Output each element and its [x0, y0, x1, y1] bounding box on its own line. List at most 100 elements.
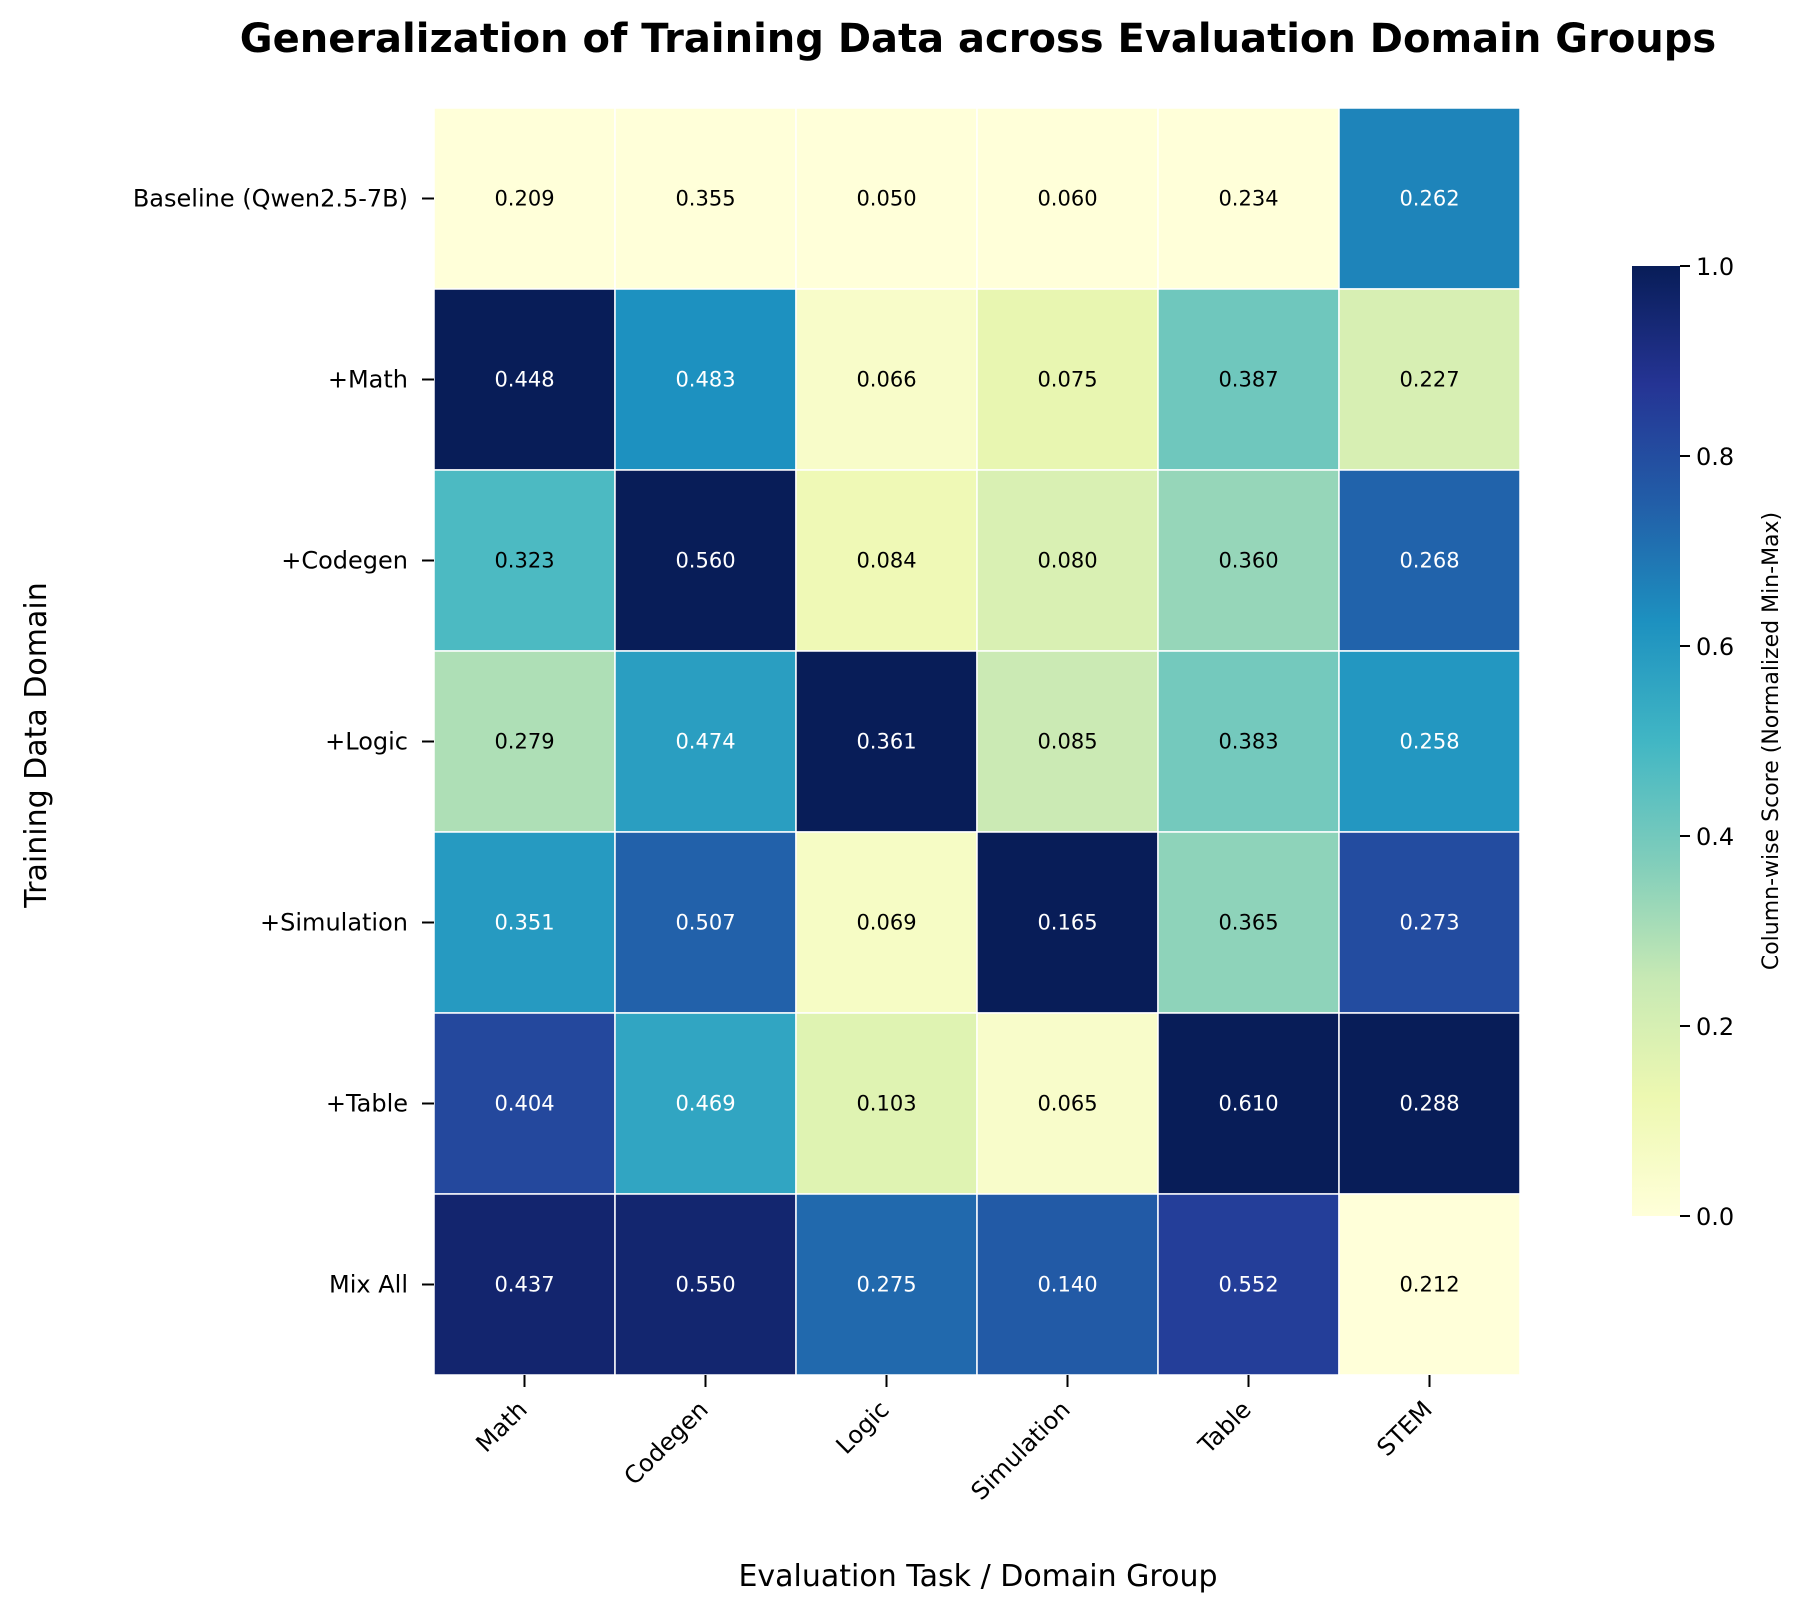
y-tick-label: Baseline (Qwen2.5-7B): [133, 185, 408, 213]
heatmap-cell: [433, 650, 616, 833]
cell-value-label: 0.066: [856, 368, 916, 392]
x-axis-label: Evaluation Task / Domain Group: [738, 1559, 1217, 1594]
cell-value-label: 0.360: [1218, 549, 1278, 573]
cell-value-label: 0.209: [494, 187, 554, 211]
cell-value-label: 0.065: [1037, 1092, 1097, 1116]
heatmap-cell: [976, 650, 1159, 833]
colorbar-tick-label: 0.4: [1696, 823, 1734, 851]
cell-value-label: 0.507: [675, 911, 735, 935]
chart-title: Generalization of Training Data across E…: [240, 16, 1716, 62]
cell-value-label: 0.069: [856, 911, 916, 935]
cell-value-label: 0.361: [856, 730, 916, 754]
cell-value-label: 0.262: [1399, 187, 1459, 211]
cell-value-label: 0.351: [494, 911, 554, 935]
heatmap-cell: [433, 1012, 616, 1195]
heatmap-cell: [795, 1193, 978, 1376]
heatmap-cell: [795, 650, 978, 833]
cell-value-label: 0.404: [494, 1092, 554, 1116]
cell-value-label: 0.474: [675, 730, 735, 754]
heatmap-cell: [433, 831, 616, 1014]
y-tick-label: +Logic: [325, 728, 408, 756]
x-tick-label: Math: [470, 1395, 532, 1457]
cell-value-label: 0.050: [856, 187, 916, 211]
colorbar: 0.0 0.2 0.4 0.6 0.8 1.0 Column-wise Score (Nor…: [1632, 253, 1784, 1231]
cell-value-label: 0.085: [1037, 730, 1097, 754]
cell-value-label: 0.560: [675, 549, 735, 573]
cell-value-label: 0.273: [1399, 911, 1459, 935]
x-tick-label: Simulation: [966, 1395, 1076, 1505]
heatmap-cell: [1338, 650, 1521, 833]
heatmap-cell: [433, 469, 616, 652]
cell-value-label: 0.103: [856, 1092, 916, 1116]
cell-value-label: 0.365: [1218, 911, 1278, 935]
heatmap-cell: [1338, 1012, 1521, 1195]
cell-value-label: 0.075: [1037, 368, 1097, 392]
cell-value-label: 0.212: [1399, 1273, 1459, 1297]
heatmap-cell: [976, 1193, 1159, 1376]
x-tick-label: Table: [1192, 1395, 1256, 1459]
y-tick-label: Mix All: [329, 1271, 408, 1299]
y-axis-label: Training Data Domain: [19, 582, 54, 909]
heatmap-cell: [614, 469, 797, 652]
heatmap-cell: [1157, 469, 1340, 652]
cell-value-label: 0.080: [1037, 549, 1097, 573]
heatmap-cell: [1338, 831, 1521, 1014]
cell-value-label: 0.355: [675, 187, 735, 211]
cell-value-label: 0.437: [494, 1273, 554, 1297]
cell-value-label: 0.258: [1399, 730, 1459, 754]
cell-value-label: 0.288: [1399, 1092, 1459, 1116]
heatmap-cell: [976, 107, 1159, 290]
heatmap-cell: [1338, 469, 1521, 652]
heatmap-cell: [433, 107, 616, 290]
heatmap-cell: [614, 107, 797, 290]
heatmap-cell: [1157, 107, 1340, 290]
cell-value-label: 0.383: [1218, 730, 1278, 754]
y-tick-label: +Codegen: [281, 547, 408, 575]
cell-value-label: 0.387: [1218, 368, 1278, 392]
y-tick-labels: Baseline (Qwen2.5-7B) +Math +Codegen +Logic…: [133, 185, 434, 1299]
cell-value-label: 0.234: [1218, 187, 1278, 211]
heatmap-cell: [614, 1193, 797, 1376]
colorbar-tick-label: 0.0: [1696, 1203, 1734, 1231]
heatmap-cell: [795, 107, 978, 290]
heatmap-cell: [795, 469, 978, 652]
x-tick-label: Codegen: [619, 1395, 714, 1490]
cell-value-label: 0.469: [675, 1092, 735, 1116]
heatmap-cell: [795, 831, 978, 1014]
heatmap-cell: [976, 469, 1159, 652]
cell-value-label: 0.448: [494, 368, 554, 392]
cell-value-label: 0.275: [856, 1273, 916, 1297]
colorbar-tick-label: 0.8: [1696, 443, 1734, 471]
x-tick-labels: Math Codegen Logic Simulation Table STEM: [470, 1375, 1438, 1506]
cell-value-label: 0.268: [1399, 549, 1459, 573]
colorbar-label: Column-wise Score (Normalized Min-Max): [1759, 512, 1784, 970]
colorbar-tick-label: 0.2: [1696, 1013, 1734, 1041]
heatmap-cell: [614, 288, 797, 471]
cell-value-label: 0.279: [494, 730, 554, 754]
heatmap-cell: [1157, 1012, 1340, 1195]
y-tick-label: +Table: [326, 1090, 408, 1118]
heatmap-cell: [976, 288, 1159, 471]
y-tick-label: +Simulation: [260, 909, 408, 937]
colorbar-tick-label: 1.0: [1696, 253, 1734, 281]
heatmap-cell: [1157, 650, 1340, 833]
cell-value-label: 0.084: [856, 549, 916, 573]
cell-value-label: 0.323: [494, 549, 554, 573]
cell-value-label: 0.483: [675, 368, 735, 392]
heatmap-cell: [1338, 107, 1521, 290]
heatmap-cell: [614, 650, 797, 833]
heatmap-cell: [1338, 288, 1521, 471]
colorbar-tick-label: 0.6: [1696, 633, 1734, 661]
y-tick-label: +Math: [328, 366, 408, 394]
cell-value-label: 0.140: [1037, 1273, 1097, 1297]
cell-value-label: 0.165: [1037, 911, 1097, 935]
heatmap-cell: [433, 1193, 616, 1376]
x-tick-label: STEM: [1371, 1395, 1437, 1461]
cell-value-label: 0.550: [675, 1273, 735, 1297]
heatmap-cells: 0.209 0.355 0.050 0.060 0.234 0.262 0.448 0.483…: [433, 107, 1521, 1376]
heatmap-cell: [976, 831, 1159, 1014]
cell-value-label: 0.227: [1399, 368, 1459, 392]
cell-value-label: 0.610: [1218, 1092, 1278, 1116]
